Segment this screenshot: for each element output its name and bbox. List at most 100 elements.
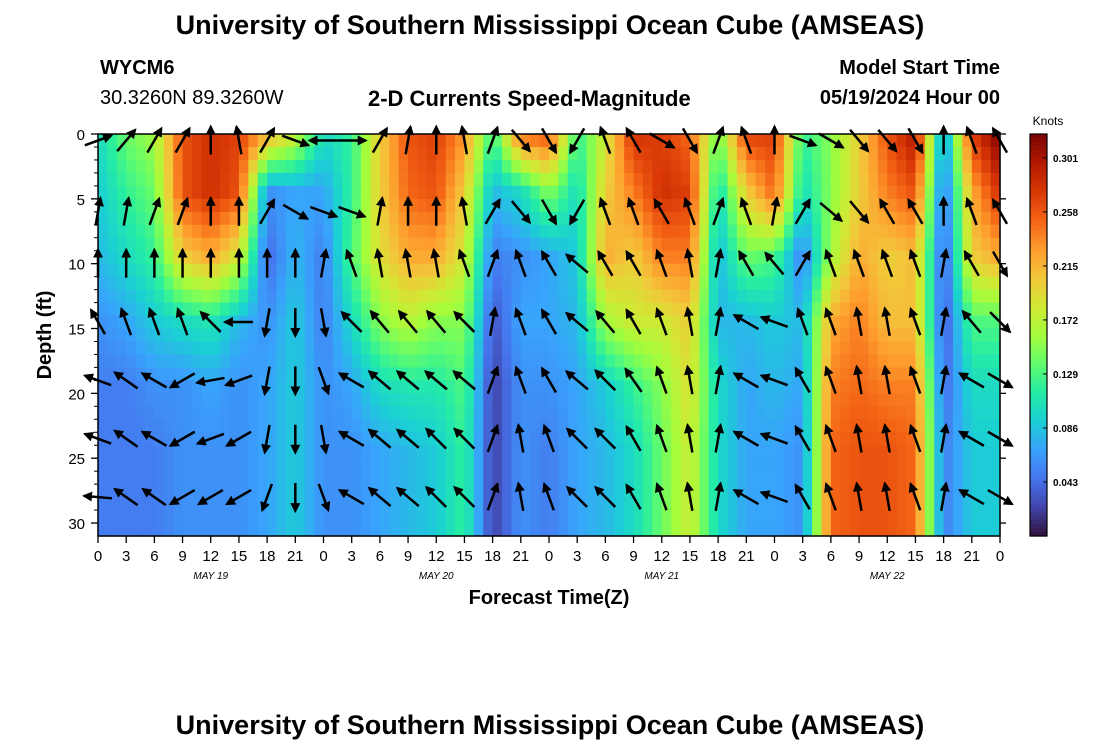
heatmap-cell (276, 276, 287, 291)
heatmap-cell (661, 237, 672, 252)
heatmap-cell (492, 185, 503, 200)
heatmap-cell (257, 354, 268, 369)
heatmap-cell (708, 471, 719, 485)
heatmap-cell (173, 445, 184, 459)
heatmap-cell (953, 406, 964, 420)
heatmap-cell (332, 289, 343, 304)
heatmap-cell (727, 172, 738, 187)
heatmap-cell (577, 510, 588, 524)
heatmap-cell (821, 341, 832, 356)
heatmap-cell (887, 393, 898, 407)
heatmap-cell (821, 146, 832, 161)
heatmap-cell (511, 497, 522, 511)
heatmap-cell (436, 198, 447, 213)
heatmap-cell (238, 484, 249, 498)
heatmap-cell (924, 510, 935, 524)
heatmap-cell (990, 393, 1001, 407)
heatmap-cell (680, 510, 691, 524)
heatmap-cell (774, 406, 785, 420)
heatmap-cell (220, 445, 231, 459)
heatmap-cell (445, 224, 456, 239)
heatmap-cell (699, 289, 710, 304)
heatmap-cell (492, 237, 503, 252)
heatmap-cell (642, 354, 653, 369)
heatmap-cell (379, 354, 390, 369)
heatmap-cell (595, 471, 606, 485)
heatmap-cell (567, 198, 578, 213)
heatmap-cell (774, 354, 785, 369)
heatmap-cell (238, 237, 249, 252)
heatmap-cell (445, 510, 456, 524)
heatmap-cell (445, 263, 456, 278)
heatmap-cell (793, 289, 804, 304)
heatmap-cell (793, 198, 804, 213)
heatmap-cell (173, 198, 184, 213)
heatmap-cell (915, 276, 926, 291)
heatmap-cell (821, 263, 832, 278)
heatmap-cell (173, 172, 184, 187)
heatmap-cell (351, 289, 362, 304)
heatmap-cell (314, 185, 325, 200)
heatmap-cell (191, 354, 202, 369)
heatmap-cell (877, 237, 888, 252)
heatmap-cell (314, 419, 325, 433)
heatmap-cell (830, 198, 841, 213)
current-vector-arrow (319, 247, 330, 278)
heatmap-cell (107, 367, 118, 381)
heatmap-cell (605, 237, 616, 252)
heatmap-cell (389, 302, 400, 317)
heatmap-cell (549, 445, 559, 459)
heatmap-cell (342, 328, 353, 343)
colorbar-swatch (1030, 218, 1047, 224)
model-start-label: Model Start Time (839, 57, 1000, 79)
heatmap-cell (708, 341, 719, 356)
heatmap-cell (285, 419, 296, 433)
heatmap-cell (736, 497, 747, 511)
heatmap-cell (426, 315, 437, 330)
heatmap-cell (614, 354, 625, 369)
heatmap-cell (502, 419, 513, 433)
heatmap-cell (276, 354, 287, 369)
current-vector-arrow (319, 308, 330, 338)
heatmap-cell (304, 289, 315, 304)
date-label: MAY 20 (419, 571, 454, 582)
heatmap-cell (220, 302, 231, 317)
heatmap-cell (971, 419, 982, 433)
heatmap-cell (408, 471, 419, 485)
heatmap-cell (257, 263, 268, 278)
heatmap-cell (436, 315, 447, 330)
heatmap-cell (314, 406, 325, 420)
heatmap-cell (351, 328, 362, 343)
heatmap-cell (821, 211, 832, 226)
heatmap-cell (906, 510, 917, 524)
heatmap-cell (304, 185, 315, 200)
heatmap-cell (849, 328, 860, 343)
heatmap-cell (981, 458, 992, 472)
current-vector-arrow (146, 126, 163, 154)
heatmap-cell (248, 484, 259, 498)
heatmap-cell (154, 367, 165, 381)
heatmap-cell (840, 510, 851, 524)
heatmap-cell (924, 172, 935, 187)
heatmap-cell (727, 276, 738, 291)
heatmap-cell (492, 146, 503, 161)
heatmap-cell (163, 367, 174, 381)
heatmap-cell (398, 146, 409, 161)
heatmap-cell (981, 159, 992, 174)
current-vector-arrow (223, 374, 253, 388)
heatmap-cell (539, 224, 550, 239)
heatmap-cell (342, 445, 353, 459)
heatmap-cell (248, 367, 259, 381)
heatmap-cell (285, 367, 296, 381)
heatmap-cell (107, 484, 118, 498)
heatmap-cell (191, 367, 202, 381)
heatmap-cell (201, 146, 212, 161)
heatmap-cell (520, 276, 531, 291)
heatmap-cell (332, 432, 343, 446)
heatmap-cell (473, 458, 484, 472)
colorbar-swatch (1030, 266, 1047, 272)
heatmap-cell (502, 367, 513, 381)
station-coords: 30.3260N 89.3260W (100, 87, 284, 109)
heatmap-cell (746, 432, 757, 446)
heatmap-cell (361, 263, 372, 278)
